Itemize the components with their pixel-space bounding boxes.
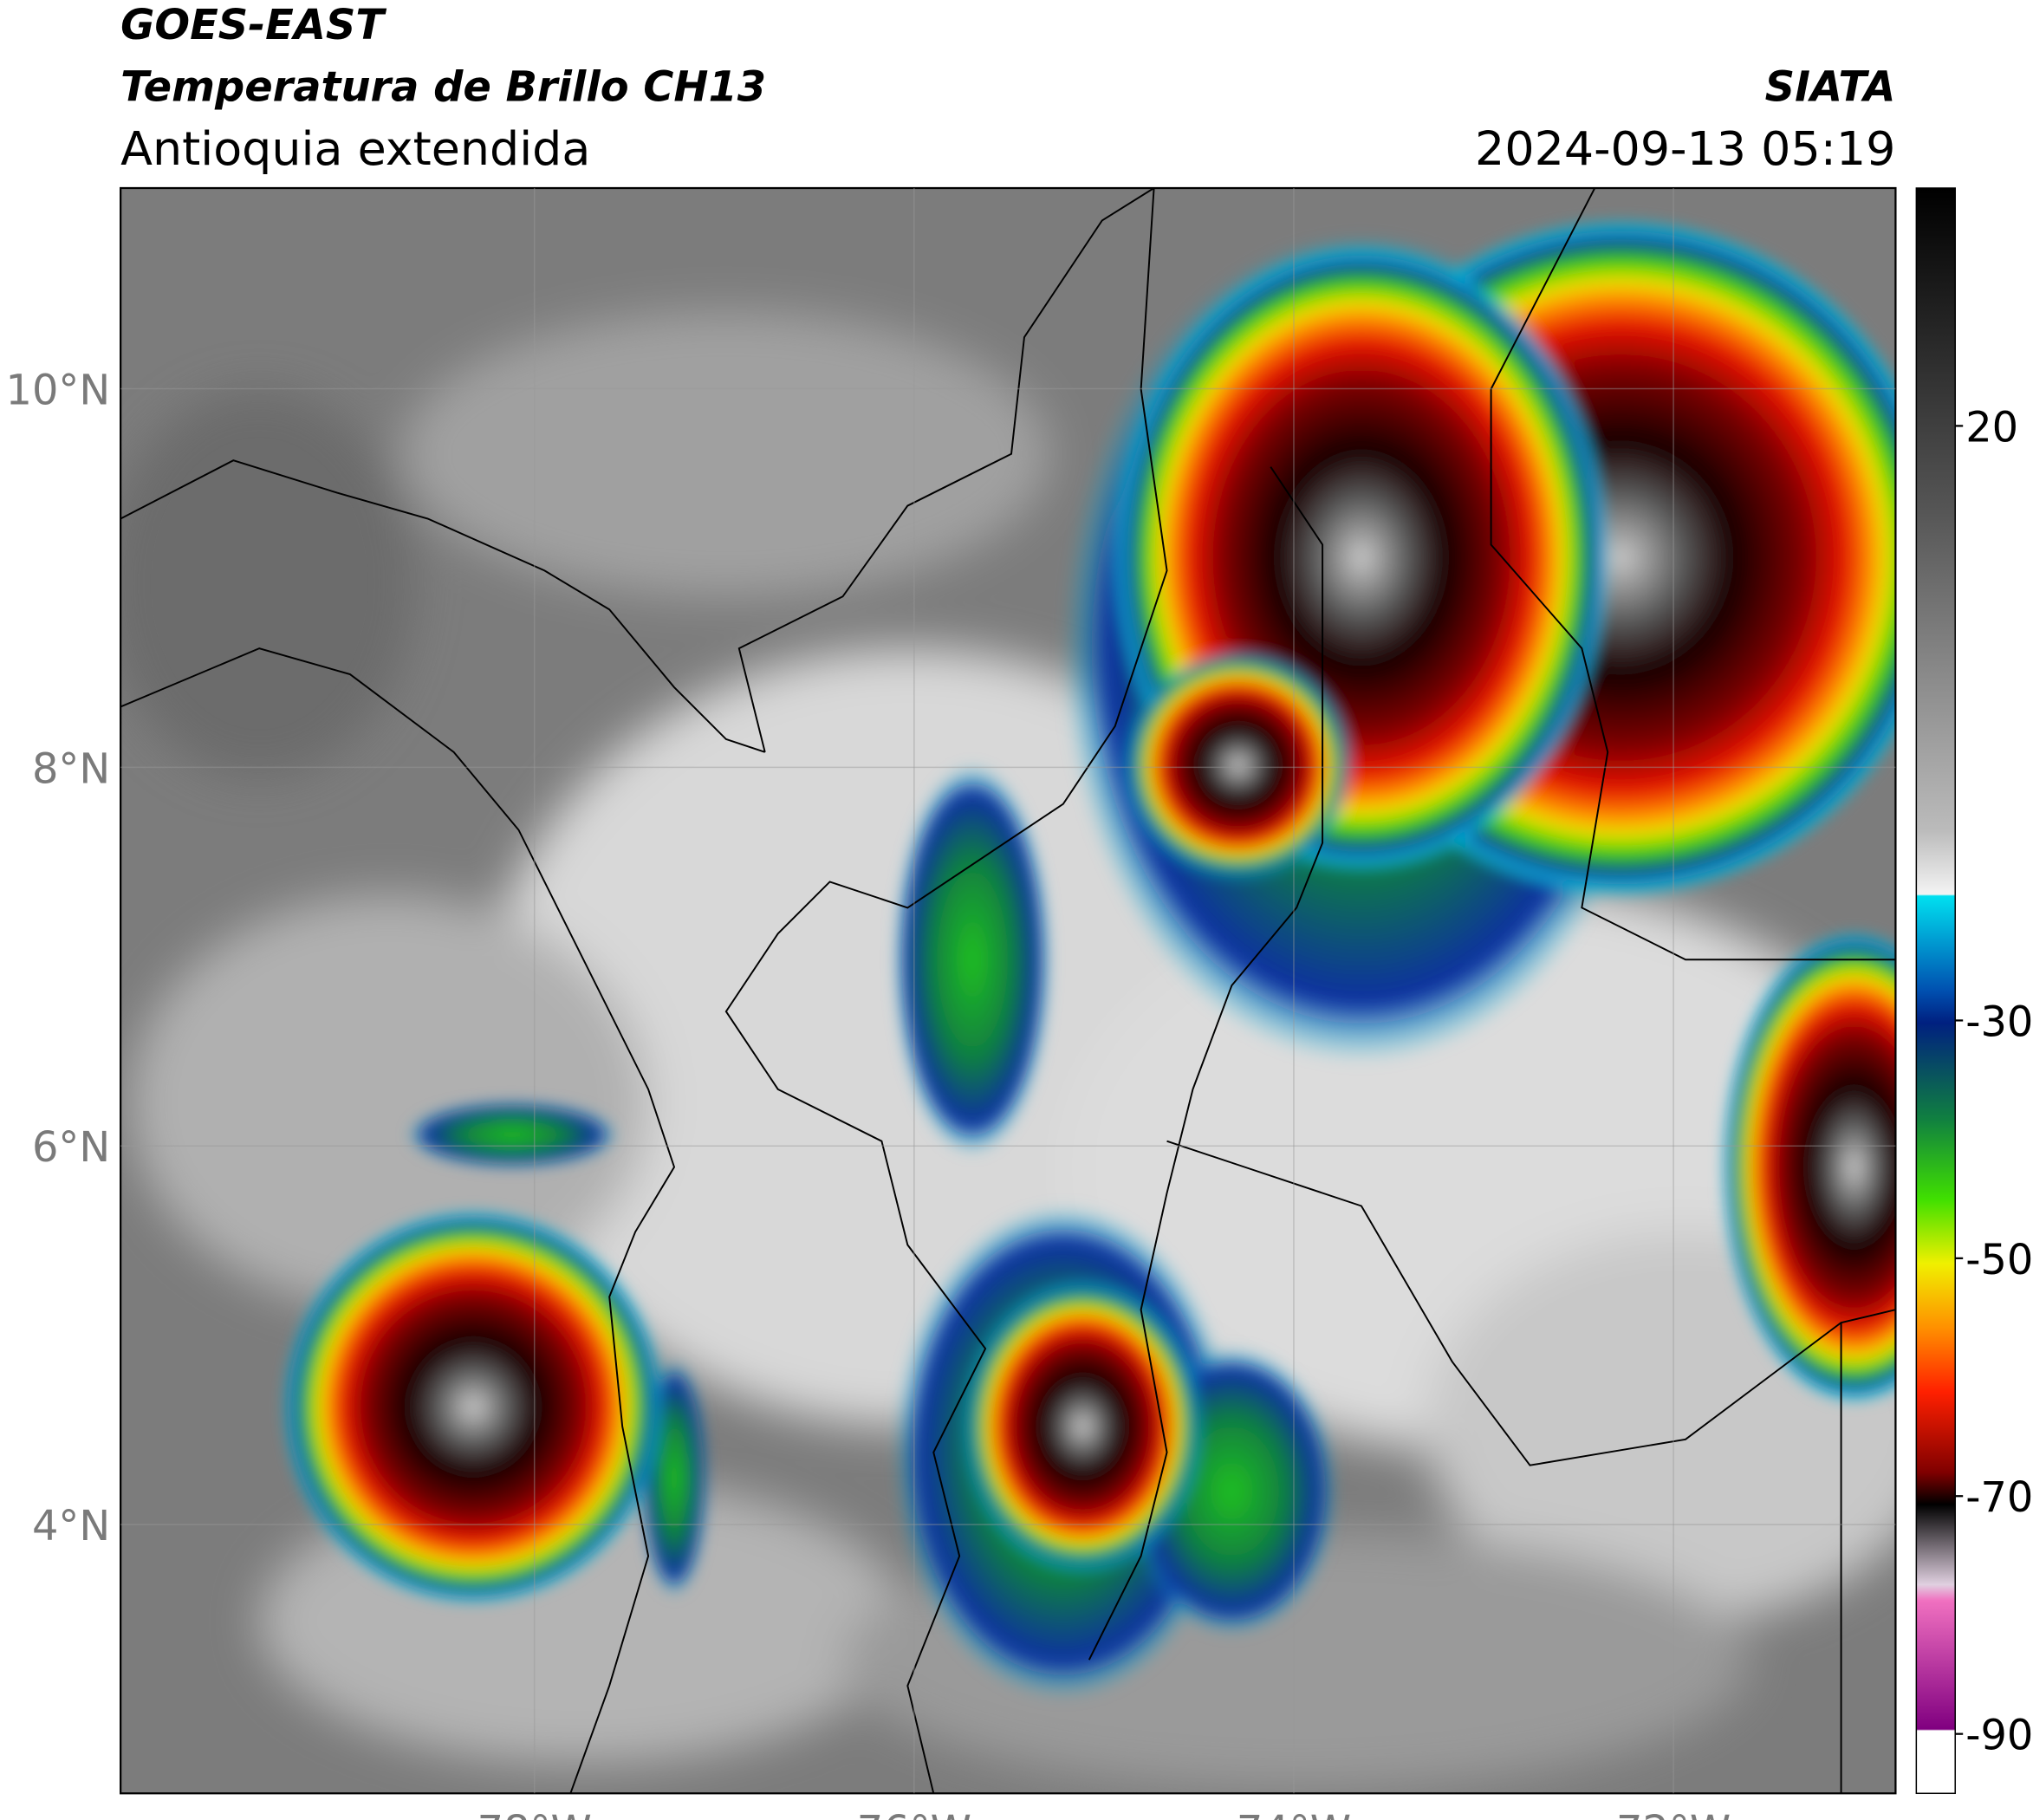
subtitle: Temperatura de Brillo CH13 [120,64,766,112]
y-tick-label: 4°N [32,1503,110,1550]
colorbar-tick-label: 20 [1965,404,2018,452]
satellite-image [120,188,1896,1794]
title: GOES-EAST [120,2,386,49]
colorbar [1915,187,1956,1795]
source: SIATA [1765,64,1896,112]
colorbar-tick-label: -70 [1965,1474,2033,1522]
colorbar-tick-label: -50 [1965,1237,2033,1284]
y-tick-label: 6°N [32,1124,110,1172]
colorbar-tick-label: -30 [1965,998,2033,1046]
x-tick-label: 72°W [1616,1808,1731,1820]
x-tick-label: 76°W [857,1808,971,1820]
y-tick-label: 10°N [6,367,111,414]
map-frame [120,186,1897,1795]
x-tick-label: 74°W [1237,1808,1351,1820]
colorbar-tick-label: -90 [1965,1713,2033,1760]
x-tick-label: 78°W [477,1808,592,1820]
y-tick-label: 8°N [32,745,110,793]
region: Antioquia extendida [120,121,590,176]
datetime: 2024-09-13 05:19 [1475,121,1895,176]
